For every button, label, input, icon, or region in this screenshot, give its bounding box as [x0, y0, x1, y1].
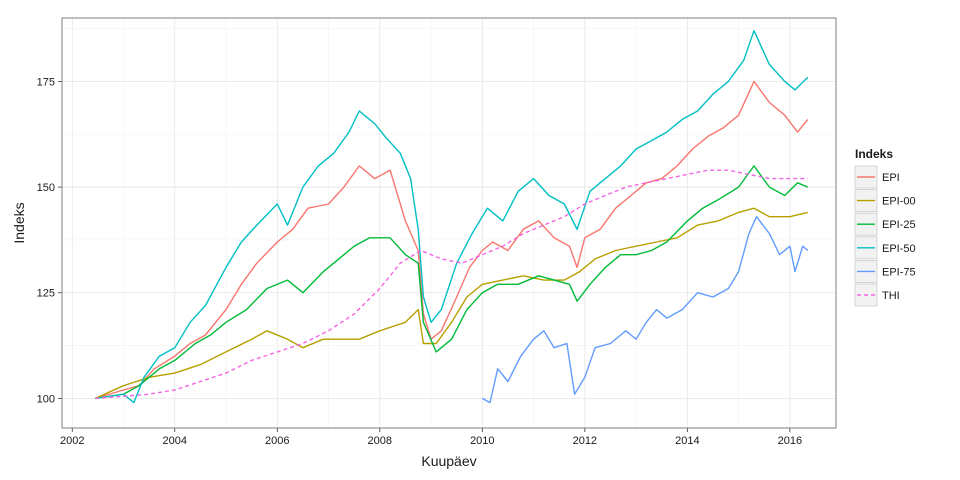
series-line-epi-00	[95, 207, 808, 400]
y-axis-title: Indeks	[11, 202, 27, 243]
series-line-epi-25	[95, 165, 809, 400]
legend-label-epi: EPI	[882, 172, 900, 184]
x-tick-label: 2016	[778, 435, 802, 447]
series-line-epi-50	[95, 30, 809, 404]
legend-title: Indeks	[855, 147, 893, 161]
y-tick-label: 150	[37, 182, 55, 194]
x-axis-title: Kuupäev	[421, 453, 476, 469]
grid-lines	[62, 18, 836, 428]
axes: 2002 2004 2006 2008 2010 2012 2014 2016 100 125 15…	[37, 17, 837, 447]
x-tick-label: 2010	[470, 435, 494, 447]
legend-label-thi: THI	[882, 290, 900, 302]
plot-border	[61, 17, 837, 429]
x-tick-label: 2004	[163, 435, 187, 447]
legend-label-epi-75: EPI-75	[882, 266, 916, 278]
legend: Indeks EPI EPI-00 EPI-25 EPI-50 EPI-75 THI	[854, 147, 916, 307]
series-line-thi	[95, 169, 808, 400]
series-line-epi	[95, 80, 809, 400]
y-tick-label: 100	[37, 393, 55, 405]
x-tick-label: 2006	[265, 435, 289, 447]
x-tick-label: 2002	[60, 435, 84, 447]
legend-label-epi-50: EPI-50	[882, 243, 916, 255]
x-tick-label: 2012	[573, 435, 597, 447]
legend-label-epi-25: EPI-25	[882, 219, 916, 231]
plot-area	[62, 18, 836, 428]
series-line-epi-75	[481, 216, 809, 404]
y-tick-label: 175	[37, 76, 55, 88]
series-lines	[95, 30, 809, 404]
x-tick-label: 2008	[368, 435, 392, 447]
x-tick-label: 2014	[675, 435, 699, 447]
y-tick-label: 125	[37, 288, 55, 300]
legend-label-epi-00: EPI-00	[882, 196, 916, 208]
plot-background	[62, 18, 836, 428]
